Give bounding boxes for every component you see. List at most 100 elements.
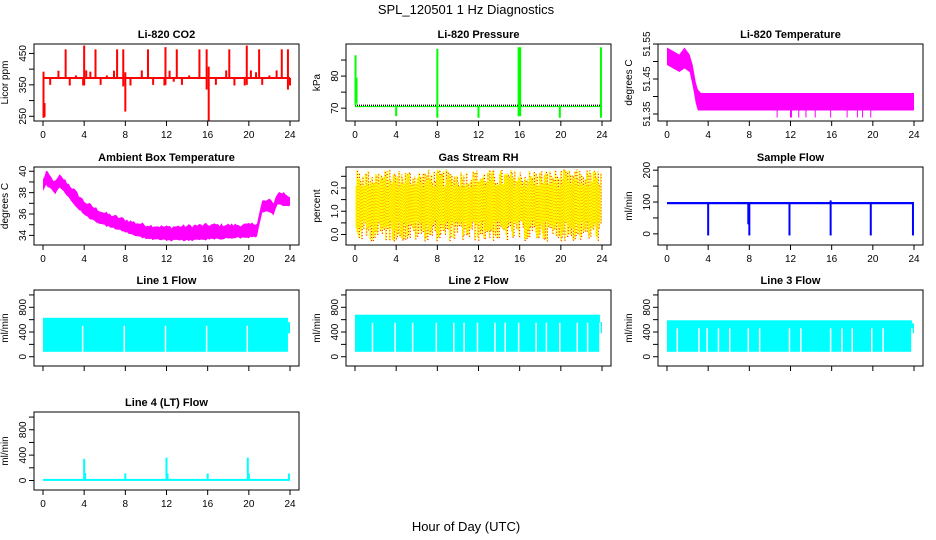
band-area <box>667 47 914 111</box>
plot-frame <box>33 166 300 246</box>
y-tick-label: 800 <box>330 299 341 316</box>
y-tick-label: 800 <box>18 299 29 316</box>
x-tick-label: 20 <box>867 254 879 265</box>
x-tick-label: 4 <box>705 130 711 141</box>
panel-title: Line 2 Flow <box>449 275 509 287</box>
y-tick-label: 0 <box>18 354 29 360</box>
y-tick-label: 40 <box>18 165 29 177</box>
x-tick-label: 4 <box>393 130 399 141</box>
y-tick-label: 100 <box>642 193 653 210</box>
panel-title: Sample Flow <box>757 152 825 164</box>
baseline-band <box>43 77 290 79</box>
y-axis-label: percent <box>312 189 323 223</box>
y-tick-label: 800 <box>642 299 653 316</box>
plot-frame <box>345 289 612 367</box>
x-tick-label: 8 <box>435 130 441 141</box>
x-tick-label: 24 <box>908 130 920 141</box>
data-marks <box>667 320 914 352</box>
y-tick-label: 38 <box>18 187 29 199</box>
x-tick-label: 12 <box>785 130 797 141</box>
panel-line-1-flow: Line 1 Flow ml/min 0 400 800 <box>0 275 300 371</box>
y-tick-label: 36 <box>18 208 29 220</box>
y-tick-label: 400 <box>330 323 341 340</box>
y-axis-label: Licor ppm <box>0 61 11 105</box>
x-tick-label: 12 <box>161 254 173 265</box>
data-marks <box>667 47 914 118</box>
y-tick-label: 51.45 <box>642 66 653 91</box>
y-axis-label: kPa <box>312 73 323 91</box>
x-tick-label: 24 <box>284 499 296 510</box>
x-tick-label: 0 <box>352 254 358 265</box>
data-marks <box>354 47 602 118</box>
y-axis-label: ml/min <box>0 436 11 465</box>
y-tick-label: 0.0 <box>330 227 341 241</box>
x-tick-label: 0 <box>664 254 670 265</box>
flow-end <box>599 322 602 334</box>
data-marks <box>667 200 914 236</box>
x-tick-label: 20 <box>867 130 879 141</box>
x-tick-label: 8 <box>747 130 753 141</box>
x-tick-label: 4 <box>705 254 711 265</box>
x-tick-label: 0 <box>664 130 670 141</box>
y-tick-label: 400 <box>18 323 29 340</box>
panel-li-820-pressure: Li-820 Pressure kPa 70 80 0 4 8 12 16 20 24 <box>312 29 612 141</box>
plot-frame <box>33 411 300 491</box>
flow-end <box>911 323 914 334</box>
y-tick-label: 200 <box>642 161 653 178</box>
x-tick-label: 16 <box>202 499 214 510</box>
plot-frame <box>345 43 612 122</box>
panel-line-2-flow: Line 2 Flow ml/min 0 400 800 <box>312 275 612 371</box>
panel-title: Li-820 Pressure <box>438 29 520 41</box>
panel-gas-stream-rh: Gas Stream RH percent 0.0 1.0 2.0 0 4 8 12 16 20 24 <box>312 152 612 265</box>
y-tick-label: 450 <box>18 45 29 62</box>
data-marks <box>355 314 602 352</box>
x-tick-label: 12 <box>473 254 485 265</box>
panel-sample-flow: Sample Flow ml/min 0 100 200 0 4 8 12 16 20 24 <box>624 152 924 265</box>
plot-frame <box>33 289 300 367</box>
data-marks <box>43 317 290 352</box>
x-tick-label: 16 <box>514 254 526 265</box>
panel-line-4-lt-flow: Line 4 (LT) Flow ml/min 0 400 800 0 4 8 12 16 20 24 <box>0 397 300 510</box>
plot-frame <box>345 166 612 246</box>
x-tick-label: 20 <box>555 130 567 141</box>
y-tick-label: 800 <box>18 421 29 438</box>
x-tick-label: 4 <box>81 499 87 510</box>
x-tick-label: 8 <box>435 254 441 265</box>
x-tick-label: 0 <box>40 254 46 265</box>
band-area <box>43 170 290 242</box>
y-tick-label: 0 <box>330 354 341 360</box>
x-tick-label: 20 <box>243 130 255 141</box>
x-tick-label: 4 <box>81 130 87 141</box>
x-tick-label: 12 <box>785 254 797 265</box>
y-tick-label: 0 <box>18 477 29 483</box>
y-tick-label: 400 <box>18 446 29 463</box>
x-tick-label: 0 <box>40 130 46 141</box>
panel-title: Li-820 CO2 <box>138 29 195 41</box>
y-tick-label: 0 <box>642 354 653 360</box>
x-tick-label: 24 <box>284 254 296 265</box>
data-marks <box>42 45 291 121</box>
x-tick-label: 20 <box>243 499 255 510</box>
y-tick-label: 2.0 <box>330 181 341 195</box>
x-tick-label: 8 <box>123 130 129 141</box>
panel-title: Gas Stream RH <box>438 152 518 164</box>
y-axis-label: ml/min <box>624 191 635 220</box>
x-tick-label: 24 <box>908 254 920 265</box>
plot-frame <box>657 289 924 367</box>
x-tick-label: 16 <box>202 130 214 141</box>
panel-title: Line 4 (LT) Flow <box>125 397 208 409</box>
x-tick-label: 16 <box>826 254 838 265</box>
data-marks <box>43 457 290 481</box>
panel-li-820-temperature: Li-820 Temperature degrees C 51.35 51.45 51.… <box>624 29 924 141</box>
panel-title: Ambient Box Temperature <box>98 152 235 164</box>
y-axis-label: degrees C <box>0 183 11 229</box>
plot-frame <box>657 43 924 122</box>
x-tick-label: 8 <box>123 254 129 265</box>
y-tick-label: 34 <box>18 229 29 241</box>
x-tick-label: 0 <box>40 499 46 510</box>
x-tick-label: 8 <box>123 499 129 510</box>
x-tick-label: 12 <box>161 130 173 141</box>
x-tick-label: 4 <box>81 254 87 265</box>
